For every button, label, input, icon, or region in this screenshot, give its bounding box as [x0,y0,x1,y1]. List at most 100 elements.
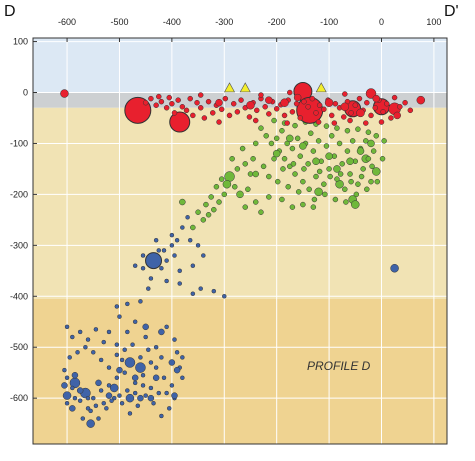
green-point-67 [200,217,207,223]
blue-point-77 [104,406,109,411]
x-tick-label-1: -500 [110,17,128,27]
red-point-73 [391,94,398,101]
red-point-15 [166,94,173,101]
blue-point-94 [119,357,125,363]
green-point-79 [301,166,307,172]
red-point-24 [197,105,204,111]
blue-point-53 [62,367,67,373]
green-point-21 [297,153,304,159]
red-point-74 [397,104,403,110]
blue-point-79 [88,408,93,414]
red-point-80 [378,119,385,125]
green-point-58 [229,155,235,162]
blue-point-128 [76,387,84,394]
green-point-65 [205,212,212,218]
red-point-72 [388,115,394,121]
blue-point-12 [185,215,190,220]
green-point-28 [315,138,322,144]
blue-point-80 [80,416,86,421]
blue-point-24 [177,281,182,286]
x-tick-label-3: -300 [215,17,233,27]
red-point-10 [142,99,149,106]
red-point-66 [364,99,370,106]
blue-point-109 [153,237,159,243]
blue-point-14 [174,237,180,243]
x-tick-label-2: -400 [163,17,181,27]
blue-point-115 [142,323,149,331]
green-point-107 [252,199,259,205]
red-point-52 [309,95,316,102]
red-point-21 [187,95,193,102]
blue-point-100 [125,388,130,393]
green-point-113 [310,204,317,210]
red-point-30 [222,95,229,102]
band-2 [33,107,447,299]
blue-point-90 [93,327,99,332]
y-tick-label-7: -600 [10,393,28,403]
blue-point-35 [143,334,148,340]
green-point-117 [333,165,341,173]
green-point-45 [360,166,366,172]
green-point-55 [239,145,246,152]
blue-point-105 [85,395,91,401]
green-point-109 [242,204,248,210]
green-point-10 [263,133,269,139]
blue-point-106 [195,243,201,248]
green-point-89 [353,191,360,198]
blue-point-117 [131,374,139,382]
green-point-90 [358,173,365,180]
green-point-115 [286,134,294,143]
blue-point-107 [201,253,206,258]
red-point-98 [372,94,381,103]
x-tick-label-7: 100 [426,17,441,27]
blue-point-118 [116,366,123,374]
red-point-33 [234,109,241,115]
green-point-122 [346,157,354,166]
blue-point-126 [171,392,178,399]
blue-point-44 [122,370,127,375]
red-point-36 [246,114,253,120]
blue-point-47 [98,388,104,393]
green-point-66 [203,201,209,208]
red-point-2 [169,111,191,133]
red-point-91 [246,100,255,110]
green-point-95 [271,117,277,124]
red-point-41 [266,111,272,117]
green-point-54 [242,161,248,167]
green-point-61 [216,199,222,205]
green-point-53 [245,186,251,193]
red-point-9 [416,95,426,105]
y-tick-label-2: -100 [10,138,28,148]
red-point-48 [293,100,300,107]
blue-point-70 [159,413,164,419]
green-point-52 [247,171,254,177]
red-point-0 [60,89,69,98]
blue-point-6 [109,383,119,393]
blue-point-1 [124,357,136,368]
band-3 [33,298,447,444]
green-point-78 [295,189,302,195]
blue-point-18 [159,266,164,271]
green-point-69 [190,224,196,231]
green-point-38 [342,186,348,193]
green-point-26 [310,148,317,154]
x-tick-label-0: -600 [58,17,76,27]
green-point-64 [208,194,214,200]
blue-point-114 [190,263,196,268]
blue-point-39 [180,355,185,360]
blue-point-121 [152,374,160,382]
green-point-48 [368,178,374,185]
green-point-93 [374,178,381,185]
red-point-85 [156,93,162,100]
green-point-19 [292,171,298,177]
blue-point-122 [71,371,79,379]
blue-point-11 [180,225,185,230]
blue-point-42 [140,372,146,378]
red-point-32 [230,100,237,107]
red-point-79 [363,120,369,126]
blue-point-75 [119,400,125,406]
green-point-124 [252,170,259,178]
green-point-101 [334,125,340,131]
blue-point-16 [169,243,175,248]
green-point-1 [222,179,232,189]
